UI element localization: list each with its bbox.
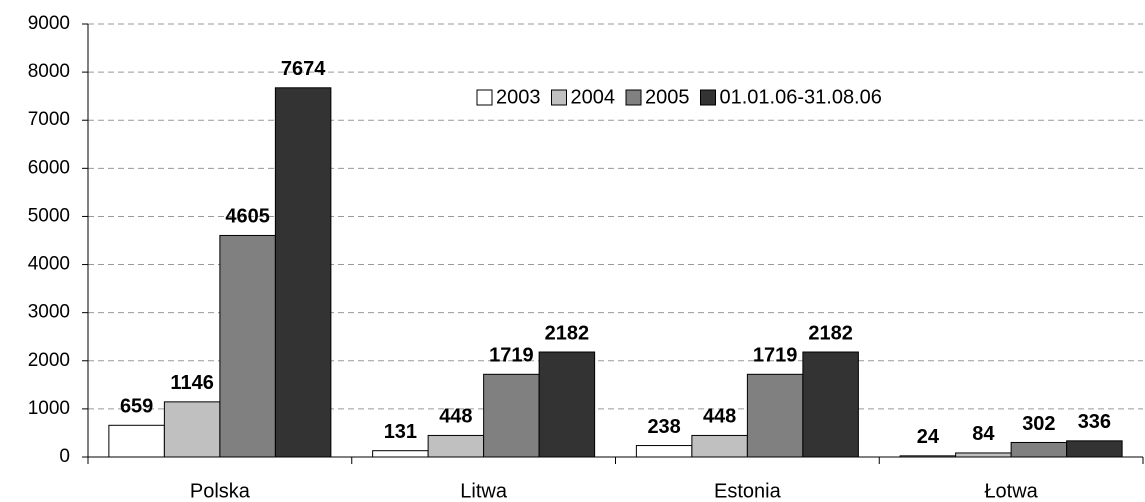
data-label: 84	[972, 423, 995, 445]
legend-label: 01.01.06-31.08.06	[720, 86, 882, 108]
data-label: 302	[1022, 413, 1055, 435]
legend-label: 2005	[645, 86, 690, 108]
bar	[427, 434, 485, 458]
data-label: 7674	[281, 58, 326, 80]
bar	[372, 450, 429, 458]
legend-swatch	[551, 89, 567, 106]
data-label: 448	[439, 406, 472, 428]
bar	[955, 452, 1012, 458]
x-tick-label: Polska	[190, 480, 251, 502]
data-label: 659	[120, 396, 153, 418]
data-label: 4605	[225, 206, 270, 228]
data-label: 1719	[489, 345, 534, 367]
data-label: 1719	[753, 345, 798, 367]
bar	[802, 351, 859, 458]
bar	[899, 455, 957, 458]
y-tick-label: 1000	[28, 398, 70, 419]
bar	[108, 424, 165, 458]
y-tick-label: 6000	[28, 157, 70, 178]
legend-swatch	[625, 89, 642, 106]
y-tick-label: 4000	[28, 254, 70, 275]
bar	[274, 87, 332, 458]
y-tick-label: 8000	[28, 61, 70, 82]
data-label: 131	[384, 421, 417, 443]
bar	[219, 234, 276, 458]
bar	[691, 434, 748, 458]
legend-label: 2003	[496, 86, 541, 108]
y-tick-label: 5000	[28, 205, 70, 226]
data-label: 24	[917, 426, 940, 448]
y-tick-label: 0	[59, 446, 70, 467]
bar	[1066, 440, 1123, 458]
legend-swatch	[700, 89, 716, 106]
bar	[483, 373, 540, 458]
y-tick-label: 3000	[28, 302, 70, 323]
data-label: 238	[647, 416, 680, 438]
data-label: 2182	[808, 322, 853, 344]
legend-label: 2004	[571, 86, 616, 108]
data-label: 1146	[170, 372, 213, 394]
data-label: 448	[703, 406, 736, 428]
x-tick-label: Łotwa	[984, 480, 1038, 502]
bar	[635, 445, 693, 458]
bar	[163, 401, 221, 458]
y-tick-label: 9000	[28, 13, 70, 34]
legend-swatch	[476, 89, 493, 106]
bar	[746, 373, 804, 458]
data-label: 2182	[545, 322, 590, 344]
bar	[538, 351, 596, 458]
y-tick-label: 7000	[28, 109, 70, 130]
x-tick-label: Litwa	[460, 480, 508, 502]
bar	[1010, 441, 1068, 458]
data-label: 336	[1078, 411, 1111, 433]
y-tick-label: 2000	[28, 350, 70, 371]
x-tick-label: Estonia	[714, 480, 782, 502]
